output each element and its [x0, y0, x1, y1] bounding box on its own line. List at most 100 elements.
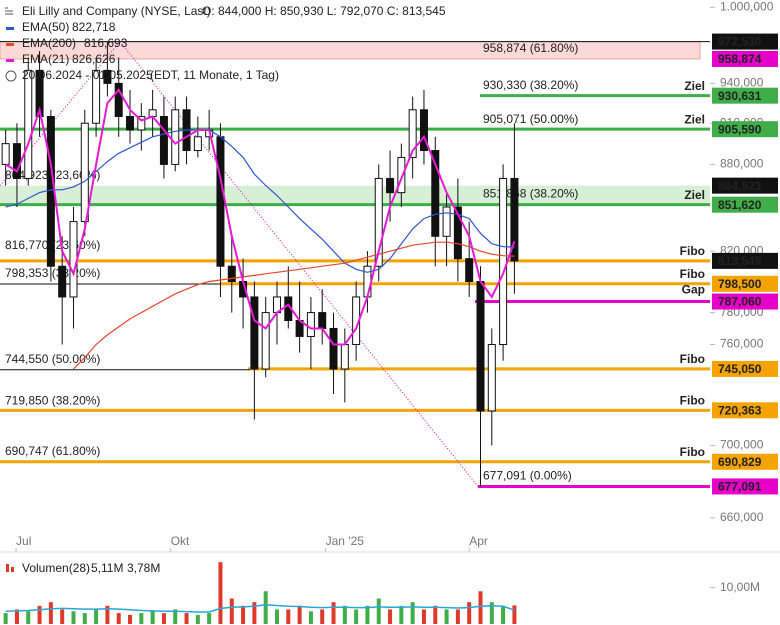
candle-body [69, 221, 78, 298]
target-band [0, 185, 710, 205]
price-tag [712, 478, 778, 495]
fib-label: 798,353 (38,20%) [5, 266, 100, 280]
price-tag [712, 402, 778, 419]
price-tag-label: 745,050 [718, 362, 762, 376]
price-tag [712, 293, 778, 310]
volume-bar [14, 609, 19, 624]
price-tag-label: 972,530 [718, 35, 762, 49]
price-tag-label: 787,060 [718, 295, 762, 309]
candle-body [408, 109, 417, 158]
volume-bar [105, 605, 110, 624]
legend-swatch [6, 43, 14, 46]
clock-icon [5, 70, 17, 82]
candle-body [318, 312, 327, 329]
price-tag [712, 453, 778, 470]
candle-body [306, 312, 315, 337]
volume-bar [354, 609, 359, 624]
y-tick-label: 700,000 [720, 438, 764, 452]
volume-bar [195, 614, 200, 624]
fib-label: 958,874 (61.80%) [483, 41, 578, 55]
price-tag-label: 851,620 [718, 198, 762, 212]
candle-body [159, 115, 168, 165]
candle-body [386, 177, 395, 194]
candle-body [329, 327, 338, 370]
volume-bar [399, 605, 404, 624]
ema-line [5, 88, 516, 346]
volume-bar [297, 605, 302, 624]
volume-bar [331, 602, 336, 624]
price-tag [712, 87, 778, 104]
candle-body [487, 344, 496, 412]
volume-bar [478, 591, 483, 624]
price-tag [712, 360, 778, 377]
candle-body [397, 156, 406, 194]
fib-label: 719,850 (38.20%) [5, 393, 100, 407]
annotation: Fibo [680, 352, 705, 366]
candle-body [171, 109, 180, 165]
volume-title: Volumen(28) [22, 561, 90, 575]
price-tag [712, 275, 778, 292]
quote: O: 844,000 H: 850,930 L: 792,070 C: 813,… [202, 4, 446, 18]
annotation: Fibo [680, 244, 705, 258]
price-tag [712, 33, 778, 50]
volume-bar [173, 609, 178, 624]
title: Eli Lilly and Company (NYSE, Last) [22, 4, 211, 18]
candle-body [24, 69, 33, 179]
price-tag [712, 196, 778, 213]
volume-bar [388, 609, 393, 624]
volume-bar [455, 609, 460, 624]
candle-body [431, 150, 440, 237]
header: Eli Lilly and Company (NYSE, Last) O: 84… [5, 4, 446, 82]
legend-name: EMA(21) [22, 52, 69, 66]
volume-bar [410, 602, 415, 624]
candle-body [92, 69, 101, 124]
candle-body [12, 143, 21, 179]
volume-legend-value: 5,11M [91, 561, 123, 575]
y-tick-label: 660,000 [720, 510, 764, 524]
candle-body [476, 281, 485, 412]
fib-label: 677,091 (0.00%) [483, 469, 572, 483]
candle-body [58, 265, 67, 298]
price-tag [712, 50, 778, 67]
fib-label: 930,330 (38.20%) [483, 78, 578, 92]
volume-bar [241, 605, 246, 624]
trend-line [0, 41, 121, 186]
legend-value: 826,626 [72, 52, 116, 66]
volume-bar [94, 609, 99, 624]
candle-body [227, 265, 236, 283]
trend-line [119, 41, 479, 487]
annotation: Gap [682, 283, 705, 297]
price-tag-label: 930,631 [718, 89, 762, 103]
volume-bar [308, 611, 313, 624]
volume-bar [489, 602, 494, 624]
period: 20.06.2024 - 01.05.2025 [22, 68, 153, 82]
volume-bar [229, 598, 234, 624]
price-tag-label: 720,363 [718, 404, 762, 418]
candle-body [442, 206, 451, 237]
ema-line [73, 241, 515, 370]
volume-bar [184, 613, 189, 624]
x-tick-label: Jan '25 [326, 534, 365, 548]
legend-value: 816,693 [84, 36, 128, 50]
volume-bar [3, 613, 8, 624]
volume-bar [376, 598, 381, 624]
candle-body [453, 206, 462, 260]
y-tick-label: 940,000 [720, 76, 764, 90]
volume-bar [48, 602, 53, 624]
annotation: Fibo [680, 394, 705, 408]
volume-bar [365, 605, 370, 624]
volume-bar [263, 591, 268, 624]
price-tag-label: 905,590 [718, 122, 762, 136]
candle-body [216, 136, 225, 267]
legend-swatch [6, 27, 14, 30]
candle-body [340, 344, 349, 370]
volume-ma [5, 603, 515, 613]
volume-bar [207, 613, 212, 624]
volume-bar [26, 611, 31, 624]
annotation: Ziel [684, 112, 705, 126]
candle-body [103, 69, 112, 84]
price-tag-label: 677,091 [718, 480, 762, 494]
price-tag-label: 958,874 [718, 52, 762, 66]
y-tick-label: 760,000 [720, 337, 764, 351]
